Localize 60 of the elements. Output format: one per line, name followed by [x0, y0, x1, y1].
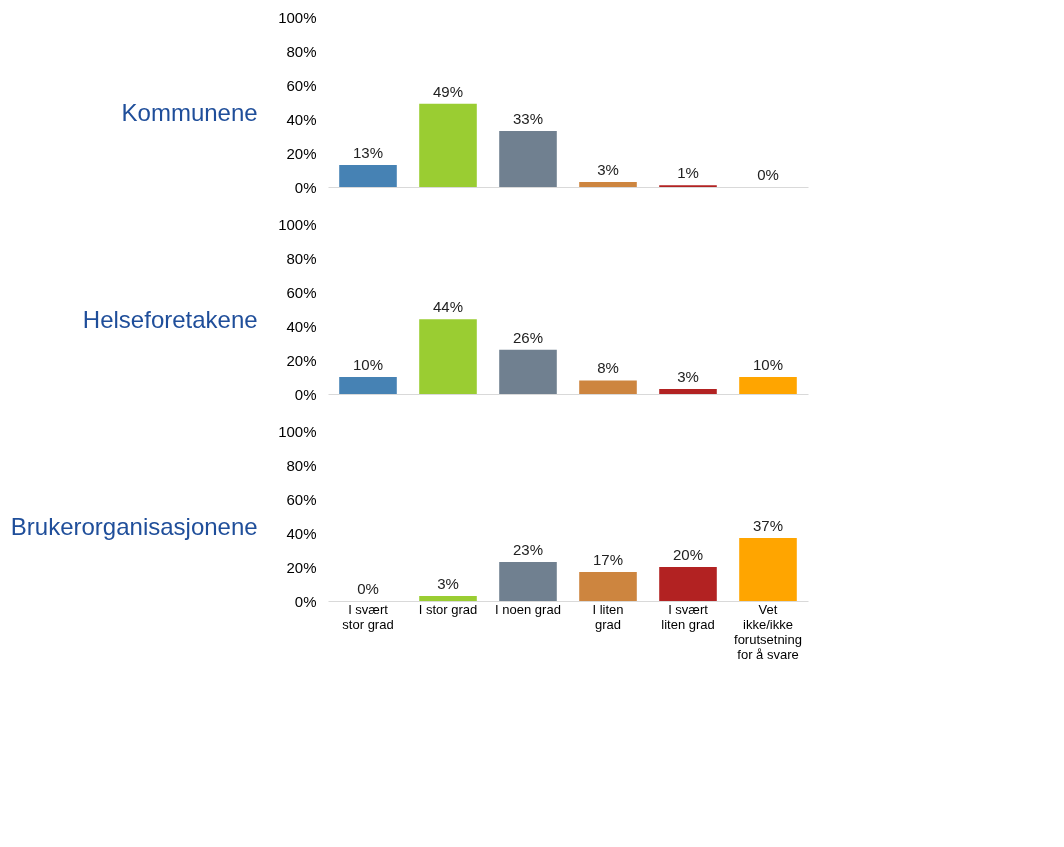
data-label: 0% [357, 580, 379, 597]
y-tick-label: 0% [294, 592, 317, 610]
y-tick-label: 20% [286, 144, 317, 162]
bar [499, 349, 557, 394]
y-tick-label: 40% [286, 524, 317, 542]
y-tick-label: 20% [286, 558, 317, 576]
bar [419, 595, 477, 601]
y-tick-label: 100% [278, 422, 317, 440]
data-label: 37% [752, 517, 784, 535]
data-label: 3% [677, 367, 699, 385]
y-tick-label: 0% [294, 385, 317, 403]
data-label: 3% [597, 160, 619, 178]
y-tick-label: 60% [286, 490, 317, 508]
data-label: 49% [432, 82, 464, 100]
y-tick-label: 40% [286, 317, 317, 335]
x-tick-label: I liten grad [592, 601, 624, 632]
y-tick-label: 80% [286, 42, 317, 60]
bar [579, 572, 637, 601]
x-tick-label: Vet ikke/ikke forutsetning for å svare [734, 601, 802, 662]
y-tick-label: 0% [294, 178, 317, 196]
bar [339, 377, 397, 394]
text: Kommunene [121, 99, 258, 126]
data-label: 13% [352, 143, 384, 161]
data-label: 8% [597, 359, 619, 377]
data-label: 10% [352, 356, 384, 373]
bar [739, 377, 797, 394]
bar [499, 561, 557, 601]
y-tick-label: 40% [286, 110, 317, 128]
bar [419, 319, 477, 394]
y-tick-label: 80% [286, 456, 317, 474]
bar [339, 164, 397, 187]
bar [659, 388, 717, 394]
bar [739, 538, 797, 601]
y-tick-label: 60% [286, 76, 317, 94]
data-label: 10% [752, 356, 784, 373]
bar [499, 130, 557, 187]
x-tick-label: I svært stor grad [342, 601, 394, 632]
y-tick-label: 100% [278, 8, 317, 26]
y-tick-label: 100% [278, 215, 317, 233]
data-label: 17% [592, 551, 624, 569]
x-tick-label: I svært liten grad [661, 601, 715, 632]
bar [419, 103, 477, 187]
y-tick-label: 60% [286, 283, 317, 301]
bar [579, 380, 637, 394]
text: Helseforetakene [82, 306, 258, 333]
data-label: 26% [512, 328, 544, 346]
data-label: 0% [757, 166, 779, 183]
data-label: 1% [677, 164, 699, 182]
data-label: 44% [432, 298, 464, 316]
y-tick-label: 20% [286, 351, 317, 369]
x-tick-label: I stor grad [418, 601, 478, 617]
data-label: 23% [512, 540, 544, 558]
data-label: 33% [512, 109, 544, 127]
text: Brukerorganisasjonene [10, 513, 258, 540]
bar [579, 181, 637, 187]
y-tick-label: 80% [286, 249, 317, 267]
data-label: 20% [672, 546, 704, 563]
x-tick-label: I noen grad [495, 601, 561, 617]
bar [659, 567, 717, 601]
data-label: 3% [437, 574, 459, 592]
